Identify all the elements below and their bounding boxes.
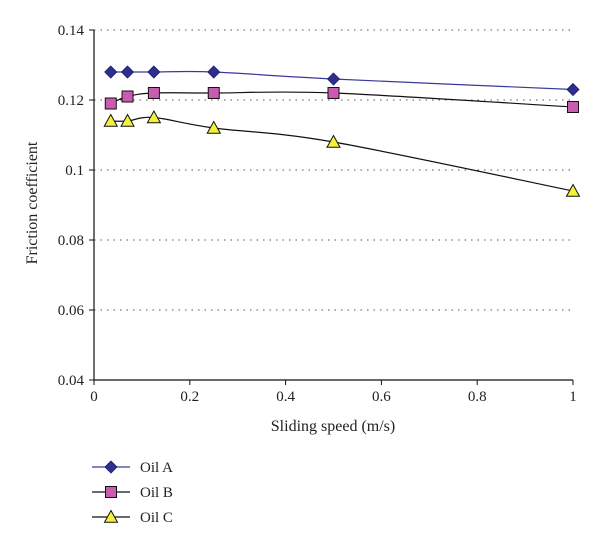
data-point-oil-b: [567, 101, 579, 113]
y-tick-label: 0.14: [58, 23, 85, 39]
x-tick-label: 0.2: [180, 389, 199, 405]
data-point-oil-a: [326, 72, 341, 86]
y-tick-label: 0.12: [58, 93, 84, 109]
y-axis-title: Friction coefficient: [24, 141, 41, 264]
series-line-oil-a: [110, 70, 574, 91]
y-tick-label: 0.08: [58, 233, 84, 249]
data-point-oil-a: [147, 65, 161, 79]
x-tick-label: 0: [90, 389, 98, 405]
legend-item-oil-b: Oil B: [92, 485, 173, 501]
data-point-oil-c: [146, 109, 162, 124]
data-point-oil-a: [104, 65, 118, 79]
y-tick-label: 0.04: [58, 373, 85, 389]
y-tick-label: 0.06: [58, 303, 85, 319]
x-tick-label: 0.6: [372, 389, 391, 405]
data-point-oil-a: [120, 65, 135, 79]
legend-marker-oil-c: [103, 509, 119, 523]
legend-marker-oil-b: [105, 486, 117, 498]
data-point-oil-b: [327, 87, 340, 99]
data-point-oil-a: [566, 82, 580, 97]
data-point-oil-b: [104, 97, 117, 110]
x-tick-label: 1: [569, 389, 577, 405]
legend-label-oil-c: Oil C: [140, 510, 173, 526]
series-line-oil-c: [110, 116, 574, 192]
data-point-oil-c: [565, 183, 581, 197]
data-point-oil-b: [207, 87, 220, 99]
legend-marker-shape-oil-b: [105, 486, 117, 498]
legend-marker-shape-oil-c: [103, 509, 119, 523]
y-tick-label: 0.1: [65, 163, 84, 179]
data-point-oil-a: [207, 65, 221, 79]
data-point-oil-c: [206, 120, 222, 134]
data-point-oil-c: [326, 134, 341, 148]
axes: [89, 29, 574, 385]
series-markers: [103, 65, 581, 197]
data-point-oil-b: [121, 90, 134, 103]
legend-item-oil-c: Oil C: [92, 509, 173, 526]
x-tick-label: 0.4: [276, 389, 295, 405]
legend-marker-oil-a: [104, 460, 118, 474]
legend-label-oil-a: Oil A: [140, 460, 173, 476]
x-axis-title: Sliding speed (m/s): [271, 418, 395, 435]
legend-label-oil-b: Oil B: [140, 485, 173, 501]
legend-item-oil-a: Oil A: [92, 460, 173, 476]
tick-labels: 0.04 0.06 0.08 0.1 0.12 0.14 0 0.2 0.4 0.6 0.8 1: [58, 23, 577, 405]
legend-marker-shape-oil-a: [104, 460, 118, 474]
x-tick-label: 0.8: [468, 389, 487, 405]
legend: Oil A Oil B Oil C: [92, 460, 173, 526]
data-point-oil-c: [120, 113, 135, 127]
data-point-oil-c: [103, 113, 119, 127]
data-point-oil-b: [147, 87, 160, 99]
series-lines: [110, 70, 574, 192]
